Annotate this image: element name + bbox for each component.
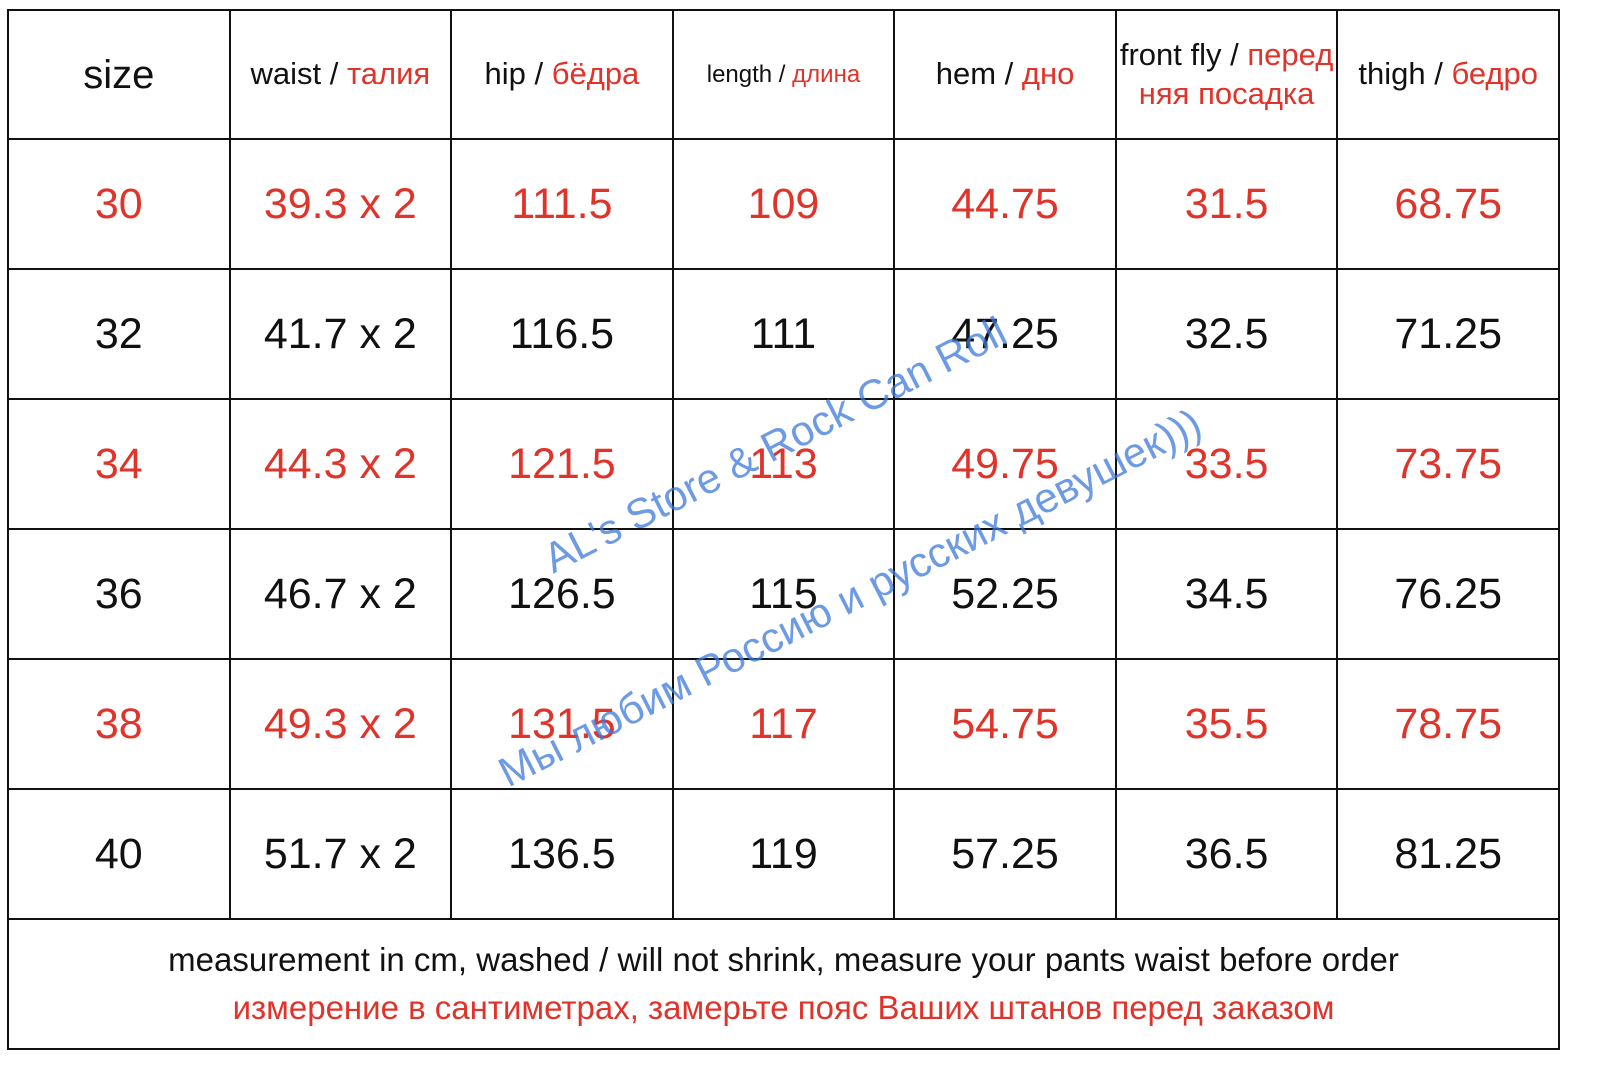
table-cell: 78.75 [1336,658,1560,790]
header-row: size waist / талия hip / бёдра length / дли… [7,9,1560,140]
table-cell: 54.75 [893,658,1117,790]
header-ru: талия [346,56,431,92]
table-cell: 32.5 [1114,268,1339,400]
footer-cell: measurement in cm, washed / will not shr… [7,918,1560,1050]
table-cell: 35.5 [1114,658,1339,790]
header-en: hem / [935,56,1014,92]
header-ru: дно [1021,56,1075,92]
header-cell: waist / талия [228,9,453,140]
header-cell: front fly / передняя посадка [1114,9,1339,140]
header-cell: hem / дно [893,9,1117,140]
table-cell: 34 [7,398,231,530]
table-cell: 117 [671,658,896,790]
table-cell: 115 [671,528,896,660]
table-cell: 76.25 [1336,528,1560,660]
header-cell: thigh / бедро [1336,9,1560,140]
table-cell: 36 [7,528,231,660]
table-cell: 30 [7,138,231,270]
table-cell: 41.7 x 2 [228,268,453,400]
table-cell: 32 [7,268,231,400]
table-row: 38 49.3 x 2 131.5 117 54.75 35.5 78.75 [7,658,1560,790]
header-ru: длина [792,60,861,88]
table-cell: 34.5 [1114,528,1339,660]
header-cell: length / длина [671,9,896,140]
table-cell: 31.5 [1114,138,1339,270]
table-cell: 131.5 [450,658,674,790]
table-row: 30 39.3 x 2 111.5 109 44.75 31.5 68.75 [7,138,1560,270]
footer-row: measurement in cm, washed / will not shr… [7,918,1560,1050]
header-ru: бёдра [551,56,640,92]
table-cell: 33.5 [1114,398,1339,530]
header-cell: hip / бёдра [450,9,674,140]
table-cell: 111 [671,268,896,400]
table-cell: 111.5 [450,138,674,270]
header-ru: передняя посадка [1138,36,1334,111]
table-cell: 109 [671,138,896,270]
header-ru: бедро [1451,56,1538,92]
table-cell: 39.3 x 2 [228,138,453,270]
header-en: waist / [250,56,339,92]
table-cell: 113 [671,398,896,530]
table-cell: 36.5 [1114,788,1339,920]
table-cell: 49.75 [893,398,1117,530]
footer-ru: измерение в сантиметрах, замерьте пояс В… [232,989,1335,1026]
table-cell: 73.75 [1336,398,1560,530]
size-table: size waist / талия hip / бёдра length / дли… [7,9,1560,1050]
header-cell: size [7,9,231,140]
table-cell: 46.7 x 2 [228,528,453,660]
table-cell: 126.5 [450,528,674,660]
table-cell: 57.25 [893,788,1117,920]
table-row: 34 44.3 x 2 121.5 113 49.75 33.5 73.75 [7,398,1560,530]
table-cell: 68.75 [1336,138,1560,270]
table-cell: 38 [7,658,231,790]
table-row: 32 41.7 x 2 116.5 111 47.25 32.5 71.25 [7,268,1560,400]
footer-en: measurement in cm, washed / will not shr… [168,941,1399,978]
table-cell: 44.3 x 2 [228,398,453,530]
table-cell: 81.25 [1336,788,1560,920]
table-cell: 47.25 [893,268,1117,400]
table-row: 36 46.7 x 2 126.5 115 52.25 34.5 76.25 [7,528,1560,660]
table-cell: 121.5 [450,398,674,530]
table-row: 40 51.7 x 2 136.5 119 57.25 36.5 81.25 [7,788,1560,920]
table-cell: 49.3 x 2 [228,658,453,790]
table-cell: 116.5 [450,268,674,400]
table-cell: 40 [7,788,231,920]
header-en: front fly / [1119,36,1239,72]
header-en: size [83,52,155,97]
table-cell: 71.25 [1336,268,1560,400]
table-cell: 136.5 [450,788,674,920]
table-cell: 119 [671,788,896,920]
table-cell: 52.25 [893,528,1117,660]
table-cell: 44.75 [893,138,1117,270]
table-body: 30 39.3 x 2 111.5 109 44.75 31.5 68.75 32 41.7 x… [7,138,1560,920]
table-cell: 51.7 x 2 [228,788,453,920]
header-en: hip / [484,56,544,92]
header-en: length / [706,60,786,88]
header-en: thigh / [1358,56,1443,92]
